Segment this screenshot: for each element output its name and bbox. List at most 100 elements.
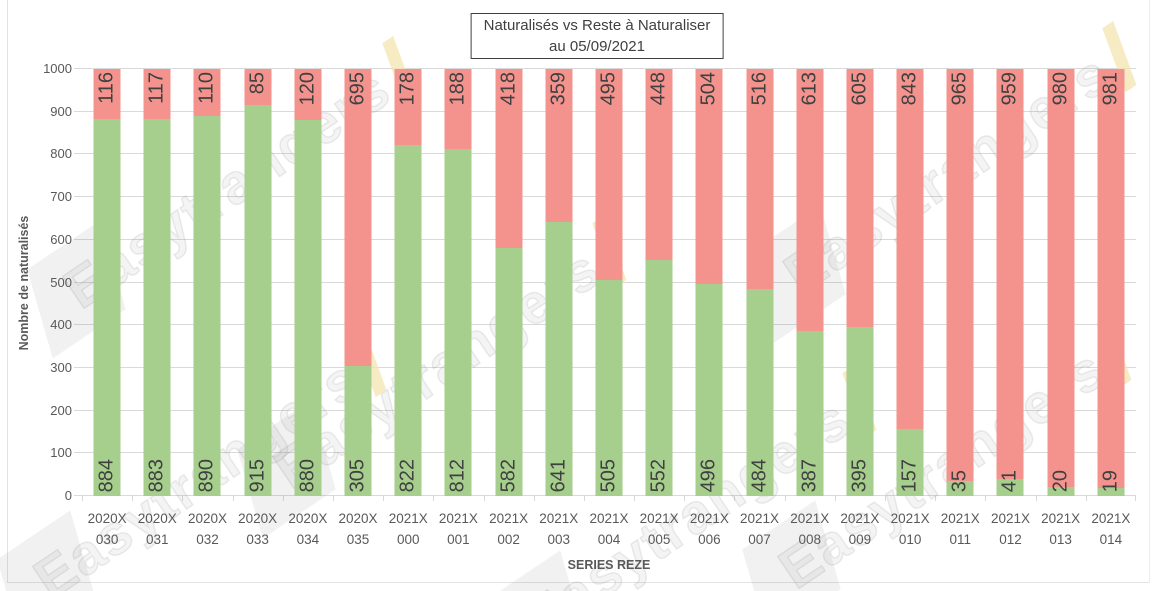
stacked-bar: [244, 69, 272, 496]
bar-segment-reste: [545, 69, 573, 223]
x-tick-label: 2021X 004: [589, 511, 629, 547]
y-tick-mark: [74, 238, 82, 240]
x-tick-label: 2021X 014: [1091, 511, 1131, 547]
x-tick-label: 2020X 034: [288, 511, 328, 547]
bar-value-label-naturalises: 812: [446, 458, 469, 492]
x-tick-mark: [784, 496, 786, 501]
bar-segment-naturalises: [394, 145, 422, 496]
stacked-bar: [996, 69, 1024, 496]
bar-value-label-reste: 120: [296, 72, 319, 106]
bar-segment-naturalises: [695, 284, 723, 496]
bar-value-label-reste: 117: [145, 72, 168, 104]
chart-title: Naturalisés vs Reste à Naturaliser au 05…: [470, 13, 724, 59]
bar-value-label-reste: 110: [195, 72, 218, 104]
bar-slot: 605 395: [835, 69, 885, 496]
bar-value-label-naturalises: 41: [998, 469, 1021, 492]
y-tick-mark: [74, 281, 82, 283]
bar-value-label-reste: 188: [446, 72, 469, 106]
x-tick-label: 2021X 005: [639, 511, 679, 547]
y-tick-label: 400: [50, 317, 72, 333]
bar-slot: 110 890: [182, 69, 232, 496]
bar-value-label-reste: 516: [748, 72, 771, 106]
bar-value-label-reste: 965: [948, 72, 971, 106]
plot-area: 0 100 200 300 400 500 600 700 800 900 1000 116 884 1…: [43, 61, 1136, 547]
stacked-bar: [344, 69, 372, 496]
bar-slot: 418 582: [484, 69, 534, 496]
x-tick-label: 2021X 008: [790, 511, 830, 547]
x-tick-label: 2020X 032: [187, 511, 227, 547]
stacked-bar: [896, 69, 924, 496]
x-tick-label: 2021X 001: [438, 511, 478, 547]
y-tick-label: 700: [50, 189, 72, 205]
y-tick-label: 200: [50, 402, 72, 418]
bar-slot: 116 884: [82, 69, 132, 496]
stacked-bar: [444, 69, 472, 496]
x-tick-label: 2020X 031: [137, 511, 177, 547]
x-tick-mark: [1135, 496, 1136, 501]
x-tick-mark: [282, 496, 284, 501]
bar-segment-reste: [294, 69, 322, 121]
x-tick-mark: [483, 496, 485, 501]
bar-segment-naturalises: [946, 481, 974, 496]
bar-value-label-reste: 980: [1049, 72, 1072, 106]
bar-slot: 613 387: [785, 69, 835, 496]
y-tick-mark: [74, 409, 82, 411]
bar-slot: 495 505: [584, 69, 634, 496]
x-tick-label: 2021X 009: [840, 511, 880, 547]
bar-slot: 959 41: [985, 69, 1035, 496]
y-tick-label: 0: [64, 488, 72, 503]
bar-value-label-naturalises: 641: [547, 458, 570, 492]
y-tick-label: 800: [50, 146, 72, 162]
stacked-bar: [796, 69, 824, 496]
bar-segment-reste: [896, 69, 924, 429]
x-tick-mark: [834, 496, 836, 501]
gridline: [82, 68, 1136, 69]
stacked-bar: [193, 69, 221, 496]
stacked-bar: [394, 69, 422, 496]
bar-segment-reste: [1047, 69, 1075, 488]
bar-slot: 516 484: [734, 69, 784, 496]
y-tick-mark: [74, 324, 82, 326]
x-tick-mark: [82, 496, 83, 501]
bar-segment-naturalises: [1047, 487, 1075, 496]
bar-segment-naturalises: [595, 280, 623, 496]
x-tick-mark: [985, 496, 987, 501]
bar-segment-naturalises: [444, 149, 472, 496]
bar-segment-naturalises: [193, 115, 221, 496]
x-tick-label: 2021X 013: [1041, 511, 1081, 547]
bar-value-label-naturalises: 915: [246, 458, 269, 492]
bar-segment-reste: [344, 69, 372, 366]
bar-value-label-reste: 448: [647, 72, 670, 106]
x-tick-mark: [383, 496, 385, 501]
bar-segment-naturalises: [143, 118, 171, 496]
bar-value-label-naturalises: 20: [1049, 469, 1072, 492]
bar-slot: 178 822: [383, 69, 433, 496]
bar-segment-reste: [244, 69, 272, 106]
bar-segment-reste: [746, 69, 774, 290]
bar-value-label-reste: 959: [998, 72, 1021, 106]
bar-segment-naturalises: [996, 478, 1024, 496]
bar-slot: 981 19: [1086, 69, 1136, 496]
bar-value-label-reste: 695: [346, 72, 369, 106]
bar-value-label-naturalises: 505: [597, 458, 620, 492]
bar-value-label-naturalises: 884: [95, 458, 118, 492]
bar-segment-naturalises: [896, 428, 924, 496]
x-tick-mark: [332, 496, 334, 501]
bar-slot: 117 883: [132, 69, 182, 496]
bar-segment-naturalises: [545, 222, 573, 496]
x-tick-mark: [232, 496, 234, 501]
bar-value-label-naturalises: 35: [948, 469, 971, 492]
y-tick-mark: [74, 196, 82, 198]
bar-segment-naturalises: [746, 289, 774, 496]
y-tick-label: 900: [50, 103, 72, 119]
stacked-bar: [93, 69, 121, 496]
y-tick-mark: [74, 153, 82, 155]
bar-segment-reste: [695, 69, 723, 285]
x-tick-mark: [182, 496, 184, 501]
x-tick-label: 2021X 012: [990, 511, 1030, 547]
bar-segment-reste: [796, 69, 824, 331]
bar-value-label-reste: 613: [798, 72, 821, 106]
x-tick-mark: [634, 496, 636, 501]
bar-segment-reste: [193, 69, 221, 116]
bar-value-label-naturalises: 305: [346, 458, 369, 492]
